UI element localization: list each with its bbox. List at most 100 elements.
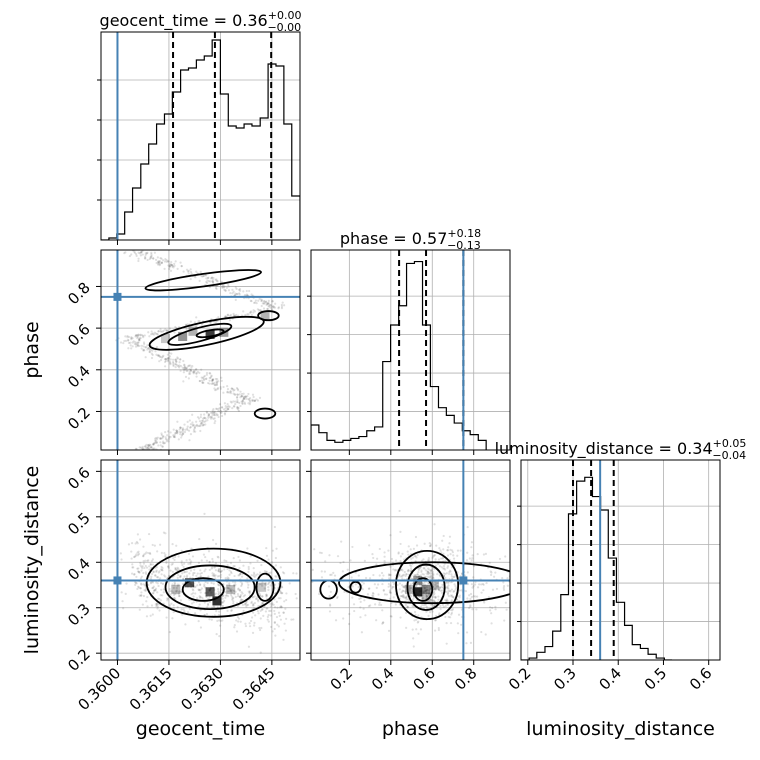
sample-point <box>205 274 208 277</box>
sample-point <box>240 584 243 588</box>
sample-point <box>148 551 152 555</box>
sample-point <box>221 406 224 409</box>
sample-point <box>172 363 175 366</box>
sample-point <box>224 577 227 580</box>
sample-point <box>220 569 224 572</box>
sample-point <box>394 569 397 572</box>
sample-point <box>160 581 163 585</box>
sample-point <box>219 570 222 573</box>
panel-2d-phase-luminosity_distance: 0.2 0.4 0.6 0.8 <box>306 459 511 694</box>
sample-point <box>175 358 178 361</box>
sample-point <box>295 572 298 575</box>
sample-point <box>164 430 167 434</box>
sample-point <box>249 401 252 404</box>
sample-point <box>137 552 141 556</box>
sample-point <box>434 595 437 598</box>
sample-point <box>127 543 131 546</box>
sample-point <box>226 564 229 567</box>
density-cell <box>421 585 431 595</box>
sample-point <box>176 576 179 579</box>
sample-point <box>474 583 477 586</box>
sample-point <box>214 577 217 580</box>
sample-point <box>147 559 150 562</box>
sample-point <box>236 406 239 409</box>
sample-point <box>498 557 502 561</box>
sample-point <box>196 584 199 587</box>
sample-point <box>167 357 170 360</box>
sample-point <box>153 589 156 592</box>
tick-label-phase: 0.2 <box>64 404 94 434</box>
sample-point <box>179 433 182 436</box>
sample-point <box>437 558 441 561</box>
sample-point <box>254 299 257 302</box>
sample-point <box>218 407 221 410</box>
sample-point <box>387 574 391 577</box>
sample-point <box>217 408 220 411</box>
sample-point <box>194 592 197 595</box>
sample-point <box>140 251 143 254</box>
sample-point <box>237 406 240 410</box>
sample-point <box>158 263 162 266</box>
sample-point <box>254 574 258 577</box>
sample-point <box>136 567 139 570</box>
sample-point <box>236 593 240 596</box>
sample-point <box>208 372 211 375</box>
sample-point <box>433 600 437 603</box>
sample-point <box>228 587 231 590</box>
sample-point <box>214 592 217 595</box>
sample-point <box>166 356 169 360</box>
sample-point <box>429 572 432 575</box>
sample-point <box>176 583 179 586</box>
sample-point <box>160 356 163 359</box>
panel-2d-geocent_time-phase: 0.20.40.60.8 <box>64 249 301 455</box>
sample-point <box>127 335 131 339</box>
sample-point <box>228 569 231 572</box>
sample-point <box>250 313 253 317</box>
contour-level <box>167 322 233 346</box>
sample-point <box>253 399 257 402</box>
sample-point <box>163 260 167 263</box>
tick-label-phase: 0.8 <box>64 279 94 309</box>
sample-point <box>201 381 204 384</box>
sample-point <box>470 583 473 586</box>
sample-point <box>385 593 388 596</box>
sample-point <box>435 584 438 588</box>
sample-point <box>172 434 175 437</box>
sample-point <box>122 342 125 345</box>
sample-point <box>434 558 437 561</box>
sample-point <box>214 286 218 289</box>
sample-point <box>178 364 181 367</box>
sample-point <box>422 591 425 594</box>
sample-point <box>506 584 509 587</box>
sample-point <box>199 575 202 578</box>
sample-point <box>238 288 241 291</box>
sample-point <box>259 309 262 312</box>
sample-point <box>213 574 216 578</box>
sample-point <box>440 586 443 589</box>
sample-point <box>423 604 426 607</box>
sample-point <box>141 445 144 448</box>
sample-point <box>215 383 218 386</box>
sample-point <box>371 594 374 597</box>
sample-point <box>244 395 247 398</box>
sample-point <box>174 568 177 571</box>
sample-point <box>259 309 262 312</box>
sample-point <box>241 398 245 402</box>
sample-point <box>253 399 256 402</box>
sample-point <box>320 551 323 555</box>
sample-point <box>425 586 428 589</box>
sample-point <box>440 589 444 592</box>
sample-point <box>266 302 269 306</box>
sample-point <box>232 600 235 603</box>
sample-point <box>387 629 391 632</box>
sample-point <box>215 609 218 613</box>
sample-point <box>408 585 412 588</box>
sample-point <box>409 583 412 586</box>
sample-point <box>239 600 242 603</box>
sample-point <box>219 387 222 390</box>
sample-point <box>135 553 138 556</box>
sample-point <box>151 558 155 561</box>
sample-point <box>224 289 227 292</box>
sample-point <box>170 602 173 605</box>
sample-point <box>429 543 433 546</box>
